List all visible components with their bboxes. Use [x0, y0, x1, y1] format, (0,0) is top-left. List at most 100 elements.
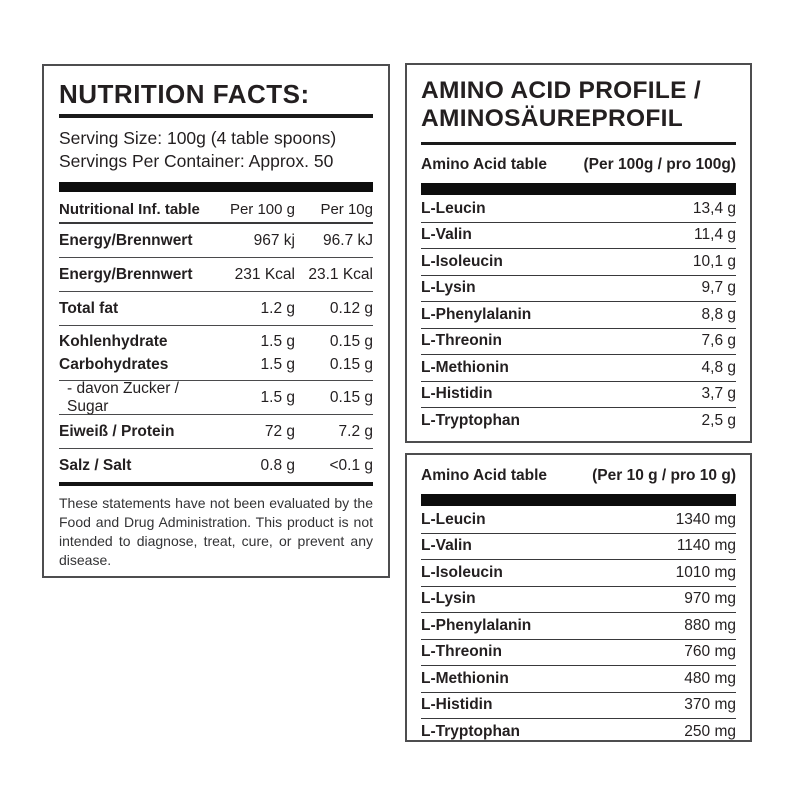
row-value-per10: 96.7 kJ [323, 231, 373, 249]
amino-value: 1140 mg [676, 537, 736, 555]
table-row: L-Phenylalanin 8,8 g [421, 302, 736, 329]
row-value-per10: 23.1 Kcal [308, 265, 373, 283]
section-bar [421, 183, 736, 195]
row-label: Kohlenhydrate [59, 332, 168, 350]
row-label: Total fat [59, 299, 119, 317]
table-row-group-carbs: Kohlenhydrate 1.5 g 0.15 g Carbohydrates… [59, 326, 373, 381]
header-label: Nutritional Inf. table [59, 200, 200, 218]
table-row: L-Lysin 970 mg [421, 587, 736, 613]
row-value-per10: 0.12 g [329, 299, 373, 317]
table-row: - davon Zucker / Sugar 1.5 g 0.15 g [59, 379, 373, 415]
table-row: L-Lysin 9,7 g [421, 276, 736, 302]
amino-table-header: Amino Acid table (Per 10 g / pro 10 g) [421, 467, 736, 486]
amino-title-line1: AMINO ACID PROFILE / [421, 77, 702, 104]
amino-value: 4,8 g [701, 358, 736, 376]
header-per-10g: Per 10g [320, 200, 373, 218]
table-row: Salz / Salt 0.8 g <0.1 g [59, 449, 373, 483]
section-bar [59, 182, 373, 192]
table-row: L-Isoleucin 10,1 g [421, 249, 736, 276]
row-label: Energy/Brennwert [59, 231, 193, 249]
amino-name: L-Tryptophan [421, 722, 521, 740]
table-row: L-Methionin 480 mg [421, 666, 736, 693]
amino-name: L-Histidin [421, 385, 493, 403]
amino-header-label: Amino Acid table [421, 467, 548, 484]
amino-value: 7,6 g [701, 332, 736, 350]
table-row: Carbohydrates 1.5 g 0.15 g [59, 353, 373, 376]
amino-title-line2: AMINOSÄUREPROFIL [421, 105, 684, 132]
amino-name: L-Phenylalanin [421, 305, 532, 323]
amino-title-rule [421, 142, 736, 145]
table-row: L-Threonin 7,6 g [421, 329, 736, 355]
amino-name: L-Threonin [421, 643, 502, 661]
row-value-per100: 1.5 g [260, 355, 295, 373]
table-row: L-Leucin 1340 mg [421, 507, 736, 534]
row-value-per100: 1.5 g [260, 332, 295, 350]
table-row: L-Tryptophan 250 mg [421, 719, 736, 745]
amino-value: 970 mg [684, 590, 736, 608]
amino-header-unit: (Per 10 g / pro 10 g) [592, 467, 736, 484]
table-row: Eiweiß / Protein 72 g 7.2 g [59, 415, 373, 449]
amino-value: 13,4 g [692, 199, 736, 217]
amino-value: 1340 mg [675, 510, 736, 528]
amino-value: 10,1 g [692, 252, 736, 270]
amino-name: L-Isoleucin [421, 252, 503, 270]
serving-size-text: Serving Size: 100g (4 table spoons) [59, 128, 337, 148]
row-label: Eiweiß / Protein [59, 422, 175, 440]
row-value-per100: 72 g [264, 422, 295, 440]
row-label: Energy/Brennwert [59, 265, 193, 283]
table-row: L-Methionin 4,8 g [421, 355, 736, 382]
table-row: L-Valin 11,4 g [421, 223, 736, 249]
amino-name: L-Tryptophan [421, 411, 521, 429]
amino-value: 8,8 g [701, 305, 736, 323]
row-label: Salz / Salt [59, 456, 132, 474]
row-value-per10: 0.15 g [329, 355, 373, 373]
row-value-per100: 967 kj [253, 231, 295, 249]
servings-per-container-text: Servings Per Container: Approx. 50 [59, 151, 334, 171]
table-row: Energy/Brennwert 967 kj 96.7 kJ [59, 224, 373, 258]
table-row: Kohlenhydrate 1.5 g 0.15 g [59, 330, 373, 353]
amino-name: L-Methionin [421, 669, 509, 687]
amino-value: 250 mg [684, 722, 736, 740]
nutrition-facts-title: NUTRITION FACTS: [59, 79, 310, 109]
amino-name: L-Lysin [421, 590, 476, 608]
amino-profile-panel-100g: AMINO ACID PROFILE / AMINOSÄUREPROFIL Am… [405, 63, 752, 443]
table-row: L-Tryptophan 2,5 g [421, 408, 736, 434]
amino-name: L-Leucin [421, 199, 486, 217]
row-value-per100: 1.5 g [260, 388, 295, 406]
title-rule [59, 114, 373, 118]
table-row: Total fat 1.2 g 0.12 g [59, 292, 373, 326]
amino-name: L-Valin [421, 537, 472, 555]
row-label: - davon Zucker / Sugar [67, 379, 179, 415]
table-row: L-Threonin 760 mg [421, 640, 736, 666]
row-label: Carbohydrates [59, 355, 169, 373]
amino-value: 3,7 g [701, 385, 736, 403]
nutrition-facts-panel: NUTRITION FACTS: Serving Size: 100g (4 t… [42, 64, 390, 578]
table-row: L-Valin 1140 mg [421, 534, 736, 560]
table-row: L-Histidin 3,7 g [421, 382, 736, 408]
amino-name: L-Isoleucin [421, 563, 503, 581]
table-row: L-Phenylalanin 880 mg [421, 613, 736, 640]
amino-header-unit: (Per 100g / pro 100g) [583, 156, 736, 173]
table-bottom-rule [59, 482, 373, 486]
fda-disclaimer: These statements have not been evaluated… [59, 495, 373, 568]
amino-value: 760 mg [684, 643, 736, 661]
table-header-row: Nutritional Inf. table Per 100 g Per 10g [59, 196, 373, 224]
amino-header-label: Amino Acid table [421, 156, 548, 173]
header-per-100g: Per 100 g [229, 200, 295, 218]
amino-name: L-Histidin [421, 696, 493, 714]
row-value-per10: 0.15 g [329, 388, 373, 406]
amino-name: L-Phenylalanin [421, 616, 532, 634]
amino-name: L-Valin [421, 226, 472, 244]
amino-value: 9,7 g [701, 279, 736, 297]
table-row: Energy/Brennwert 231 Kcal 23.1 Kcal [59, 258, 373, 292]
amino-value: 880 mg [684, 616, 736, 634]
table-row: L-Isoleucin 1010 mg [421, 560, 736, 587]
amino-value: 370 mg [684, 696, 736, 714]
table-row: L-Histidin 370 mg [421, 693, 736, 719]
amino-name: L-Lysin [421, 279, 476, 297]
amino-value: 480 mg [684, 669, 736, 687]
row-value-per10: 7.2 g [338, 422, 373, 440]
row-value-per100: 0.8 g [260, 456, 295, 474]
row-value-per10: <0.1 g [329, 456, 373, 474]
